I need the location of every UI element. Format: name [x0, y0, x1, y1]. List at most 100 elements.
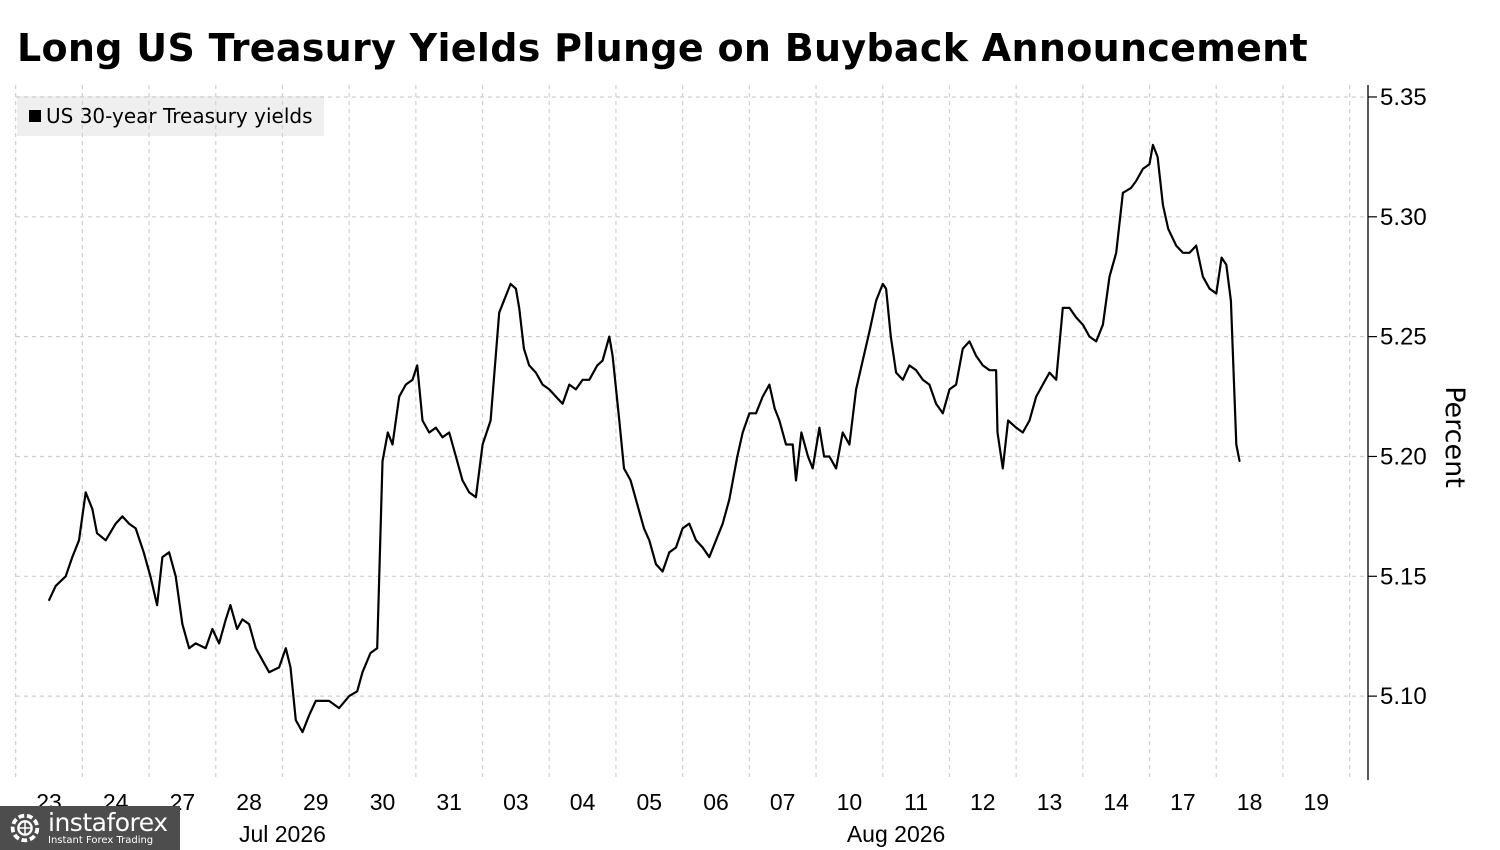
data-point [868, 331, 871, 333]
y-axis-title: Percent [1439, 386, 1470, 488]
x-tick-label: 14 [1103, 789, 1129, 815]
data-point [841, 431, 844, 434]
data-point [1088, 335, 1091, 338]
data-point [736, 455, 739, 458]
data-point [369, 652, 372, 654]
data-point [643, 527, 645, 530]
data-point [636, 503, 639, 506]
x-tick-label: 19 [1304, 789, 1330, 815]
data-point [1068, 307, 1071, 309]
data-point [948, 388, 951, 391]
data-point [121, 515, 124, 518]
data-point [356, 690, 359, 693]
data-point [1152, 144, 1154, 146]
data-point [785, 443, 787, 446]
data-point [114, 522, 117, 525]
x-tick-label: 06 [703, 789, 729, 815]
data-point [64, 575, 67, 578]
data-point [489, 419, 492, 422]
data-point [629, 479, 632, 482]
data-point [975, 355, 977, 357]
data-point [1135, 180, 1137, 182]
data-point [435, 426, 437, 429]
data-point [236, 628, 238, 630]
data-point [421, 419, 424, 422]
data-point [387, 431, 389, 434]
data-point [962, 347, 964, 350]
data-point [861, 359, 864, 362]
data-point [535, 371, 537, 374]
data-point [1175, 244, 1177, 247]
data-point [623, 467, 625, 470]
data-point [241, 618, 244, 621]
data-point [596, 364, 599, 367]
x-tick-label: 10 [837, 789, 863, 815]
data-point [895, 371, 897, 374]
series-line [48, 143, 1241, 734]
x-tick-label: 17 [1170, 789, 1196, 815]
watermark-brand: instaforex [48, 808, 168, 837]
data-point [204, 647, 207, 649]
data-point [996, 431, 999, 434]
data-point [376, 647, 379, 649]
data-point [1115, 252, 1117, 254]
data-point [91, 508, 94, 511]
data-point [1195, 244, 1197, 247]
y-tick-label: 5.15 [1380, 563, 1427, 590]
data-point [885, 287, 887, 290]
data-point [398, 395, 401, 398]
data-point [611, 355, 614, 357]
data-point [741, 431, 744, 434]
y-tick-label: 5.30 [1380, 204, 1427, 231]
data-point [688, 522, 691, 525]
data-point [890, 335, 892, 338]
data-point [1082, 323, 1084, 326]
data-point [515, 287, 517, 290]
data-point [982, 364, 984, 367]
data-point [800, 431, 803, 434]
data-point [381, 460, 384, 463]
x-tick-label: 12 [970, 789, 996, 815]
data-point [728, 498, 731, 501]
data-point [761, 395, 764, 398]
data-point [96, 532, 98, 534]
data-point [229, 604, 232, 606]
y-tick-label: 5.20 [1380, 443, 1427, 470]
x-tick-label: 04 [570, 789, 596, 815]
data-point [361, 671, 364, 673]
data-point [1220, 256, 1223, 259]
x-tick-label: 03 [503, 789, 529, 815]
data-point [315, 700, 317, 702]
watermark-subtitle: Instant Forex Trading [48, 835, 154, 846]
data-point [1142, 168, 1144, 170]
x-month-label: Jul 2026 [239, 821, 326, 847]
x-tick-label: 28 [236, 789, 262, 815]
data-point [405, 383, 407, 386]
data-point [848, 443, 851, 446]
data-point [149, 575, 152, 578]
x-month-label: Aug 2026 [847, 821, 945, 847]
data-point [188, 647, 190, 649]
data-point [1162, 204, 1164, 206]
data-point [1075, 316, 1077, 319]
data-point [721, 522, 724, 525]
x-tick-label: 05 [637, 789, 663, 815]
x-tick-label: 11 [904, 789, 928, 815]
data-point [268, 671, 270, 673]
data-point [681, 527, 684, 530]
data-point [541, 383, 544, 386]
data-point [548, 388, 551, 391]
legend-swatch [29, 110, 41, 122]
data-point [1230, 299, 1232, 302]
data-point [518, 307, 520, 309]
data-point [1022, 431, 1024, 434]
gear-globe-icon [10, 813, 40, 843]
data-point [181, 623, 184, 625]
data-point [988, 369, 991, 372]
data-point [54, 585, 57, 587]
data-point [935, 402, 937, 405]
data-point [134, 527, 137, 530]
data-point [882, 283, 884, 285]
data-point [1202, 275, 1204, 278]
